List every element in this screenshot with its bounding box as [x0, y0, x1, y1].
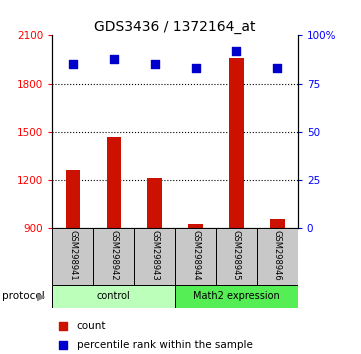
- Point: [283, 267, 289, 273]
- Title: GDS3436 / 1372164_at: GDS3436 / 1372164_at: [94, 21, 256, 34]
- Bar: [175, 228, 216, 285]
- Point: [234, 48, 239, 54]
- Text: GSM298941: GSM298941: [68, 230, 77, 281]
- Text: GSM298946: GSM298946: [273, 230, 282, 281]
- Bar: [106, 137, 121, 228]
- Text: GSM298944: GSM298944: [191, 230, 200, 281]
- Bar: [229, 58, 244, 228]
- Text: protocol: protocol: [2, 291, 44, 301]
- Text: ▶: ▶: [37, 291, 45, 301]
- Bar: [52, 285, 175, 308]
- Text: GSM298945: GSM298945: [232, 230, 241, 281]
- Bar: [148, 178, 162, 228]
- Point: [283, 90, 289, 96]
- Text: percentile rank within the sample: percentile rank within the sample: [77, 340, 253, 350]
- Bar: [66, 170, 80, 228]
- Text: Math2 expression: Math2 expression: [193, 291, 280, 302]
- Text: count: count: [77, 321, 106, 331]
- Point: [274, 65, 280, 71]
- Bar: [257, 228, 298, 285]
- Point: [70, 62, 76, 67]
- Bar: [93, 228, 134, 285]
- Text: GSM298943: GSM298943: [150, 230, 159, 281]
- Bar: [216, 228, 257, 285]
- Point: [111, 56, 117, 61]
- Bar: [188, 223, 203, 228]
- Text: control: control: [97, 291, 131, 302]
- Bar: [52, 228, 93, 285]
- Bar: [270, 219, 284, 228]
- Point: [193, 65, 199, 71]
- Text: GSM298942: GSM298942: [109, 230, 118, 281]
- Bar: [134, 228, 175, 285]
- Point: [152, 62, 157, 67]
- Bar: [175, 285, 298, 308]
